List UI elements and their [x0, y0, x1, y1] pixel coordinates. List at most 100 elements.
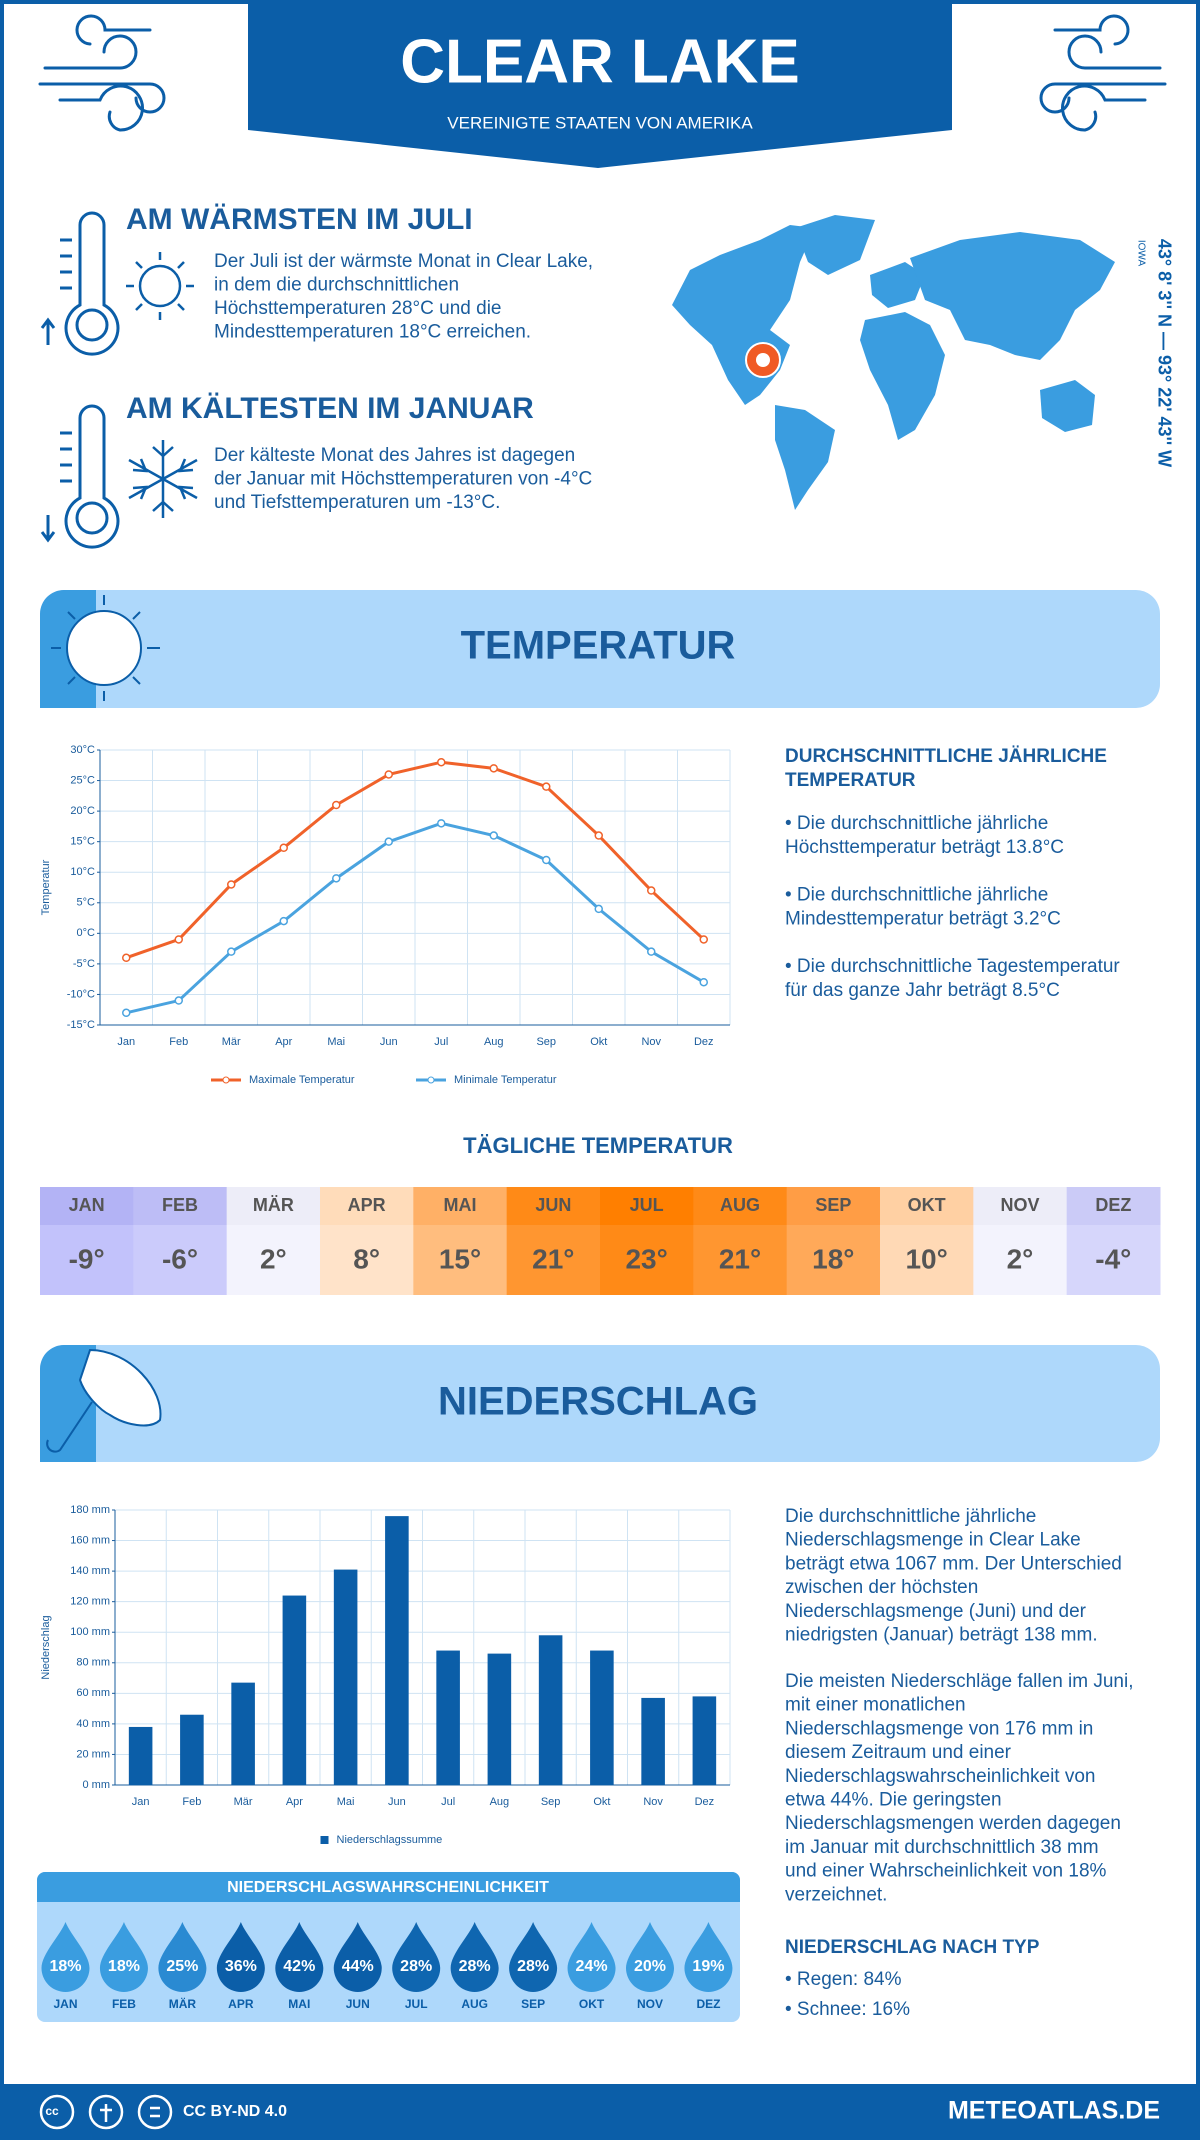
point — [437, 819, 446, 828]
x-tick-label: Jan — [132, 1796, 150, 1808]
bar — [231, 1682, 255, 1785]
probability-value: 28% — [459, 1958, 491, 1975]
probability-value: 20% — [634, 1958, 666, 1975]
paragraph-line: Niederschlagsmenge von 176 mm in — [785, 1718, 1093, 1739]
month-label: MAI — [444, 1195, 477, 1215]
y-tick-label: 0°C — [77, 927, 96, 939]
month-header-cell — [786, 1187, 881, 1225]
point — [647, 947, 656, 956]
paragraph-line: in dem die durchschnittlichen — [214, 275, 459, 296]
paragraph-line: Niederschlagsmengen werden dagegen — [785, 1813, 1121, 1834]
bullet-line: • Die durchschnittliche Tagestemperatur — [785, 956, 1120, 977]
probability-panel — [37, 1872, 740, 2022]
x-tick-label: Mär — [234, 1796, 253, 1808]
x-tick-label: Dez — [695, 1796, 715, 1808]
month-label: FEB — [162, 1195, 198, 1215]
probability-value: 28% — [400, 1958, 432, 1975]
paragraph-line: Niederschlagsmenge (Juni) und der — [785, 1601, 1087, 1622]
point — [174, 935, 183, 944]
wind-icon — [38, 14, 1167, 132]
month-header-cell — [133, 1187, 228, 1225]
point — [227, 947, 236, 956]
point — [437, 757, 446, 767]
probability-month: JAN — [53, 1997, 77, 2011]
y-tick-label: 140 mm — [70, 1565, 110, 1577]
point — [332, 874, 341, 883]
month-header-cell — [226, 1187, 321, 1225]
x-tick-label: Sep — [541, 1796, 561, 1808]
point — [332, 800, 341, 810]
y-tick-label: 15°C — [70, 836, 95, 848]
legend-label: Minimale Temperatur — [454, 1074, 557, 1086]
paragraph-line: Die durchschnittliche jährliche — [785, 1506, 1036, 1527]
point — [122, 1008, 131, 1018]
x-tick-label: Mai — [337, 1796, 355, 1808]
point — [122, 953, 131, 963]
month-value-cell — [506, 1225, 601, 1295]
month-label: NOV — [1000, 1195, 1039, 1215]
location-marker-center — [756, 353, 770, 367]
summary-title: DURCHSCHNITTLICHE JÄHRLICHE — [785, 746, 1107, 767]
precipitation-banner — [40, 1345, 1160, 1462]
bullet-line: • Die durchschnittliche jährliche — [785, 885, 1048, 906]
month-temperature: 2° — [1007, 1243, 1034, 1274]
site-name[interactable]: METEOATLAS.DE — [948, 2097, 1160, 2125]
month-label: AUG — [720, 1195, 760, 1215]
probability-month: SEP — [521, 1997, 545, 2011]
probability-month: OKT — [579, 1997, 605, 2011]
probability-value: 44% — [342, 1958, 374, 1975]
probability-month: MÄR — [169, 1996, 197, 2011]
y-tick-label: 10°C — [70, 866, 95, 878]
y-tick-label: 0 mm — [83, 1779, 111, 1791]
month-value-cell — [40, 1225, 134, 1295]
x-tick-label: Dez — [694, 1036, 714, 1048]
month-value-cell — [1066, 1225, 1161, 1295]
x-tick-label: Aug — [484, 1036, 504, 1048]
drop — [158, 1922, 207, 1992]
y-tick-label: -5°C — [73, 958, 95, 970]
y-tick-label: -10°C — [67, 988, 95, 1000]
legend-swatch — [320, 1836, 329, 1844]
month-temperature: -6° — [162, 1243, 198, 1274]
paragraph-line: Der kälteste Monat des Jahres ist dagege… — [214, 445, 575, 466]
x-tick-label: Nov — [643, 1796, 663, 1808]
x-tick-label: Mär — [222, 1036, 241, 1048]
month-temperature: -4° — [1095, 1243, 1131, 1274]
bar — [282, 1595, 307, 1785]
month-label: JUN — [535, 1195, 571, 1215]
bar — [436, 1650, 460, 1785]
x-tick-label: Nov — [641, 1036, 661, 1048]
y-axis-title: Temperatur — [40, 859, 52, 915]
point — [227, 880, 236, 889]
bar — [385, 1516, 409, 1785]
point — [542, 855, 551, 865]
drop — [684, 1922, 733, 1992]
bar — [333, 1569, 358, 1785]
paragraph-line: Niederschlagsmenge in Clear Lake — [785, 1530, 1081, 1551]
section-title: NIEDERSCHLAG — [438, 1380, 758, 1424]
month-temperature: 21° — [719, 1243, 761, 1274]
month-header-cell — [693, 1187, 788, 1225]
x-tick-label: Apr — [275, 1036, 292, 1048]
paragraph-line: der Januar mit Höchsttemperaturen von -4… — [214, 469, 592, 490]
y-axis-title: Niederschlag — [40, 1615, 52, 1679]
x-tick-label: Apr — [286, 1796, 303, 1808]
x-tick-label: Jan — [117, 1036, 135, 1048]
paragraph-line: Die meisten Niederschläge fallen im Juni… — [785, 1671, 1134, 1692]
region: IOWA — [1135, 240, 1146, 267]
month-header-cell — [413, 1187, 508, 1225]
license: CC BY-ND 4.0 — [183, 2103, 287, 2120]
paragraph-line: und einer Wahrscheinlichkeit von 18% — [785, 1861, 1107, 1882]
x-tick-label: Feb — [169, 1036, 188, 1048]
month-label: SEP — [815, 1195, 851, 1215]
probability-value: 18% — [108, 1958, 140, 1975]
month-value-cell — [600, 1225, 694, 1295]
y-tick-label: 120 mm — [70, 1596, 110, 1608]
type-line: • Regen: 84% — [785, 1969, 902, 1990]
summary-title: NIEDERSCHLAG NACH TYP — [785, 1937, 1040, 1958]
drop — [41, 1922, 90, 1992]
bar — [692, 1696, 717, 1785]
month-value-cell — [973, 1225, 1068, 1295]
month-temperature: -9° — [69, 1243, 105, 1274]
